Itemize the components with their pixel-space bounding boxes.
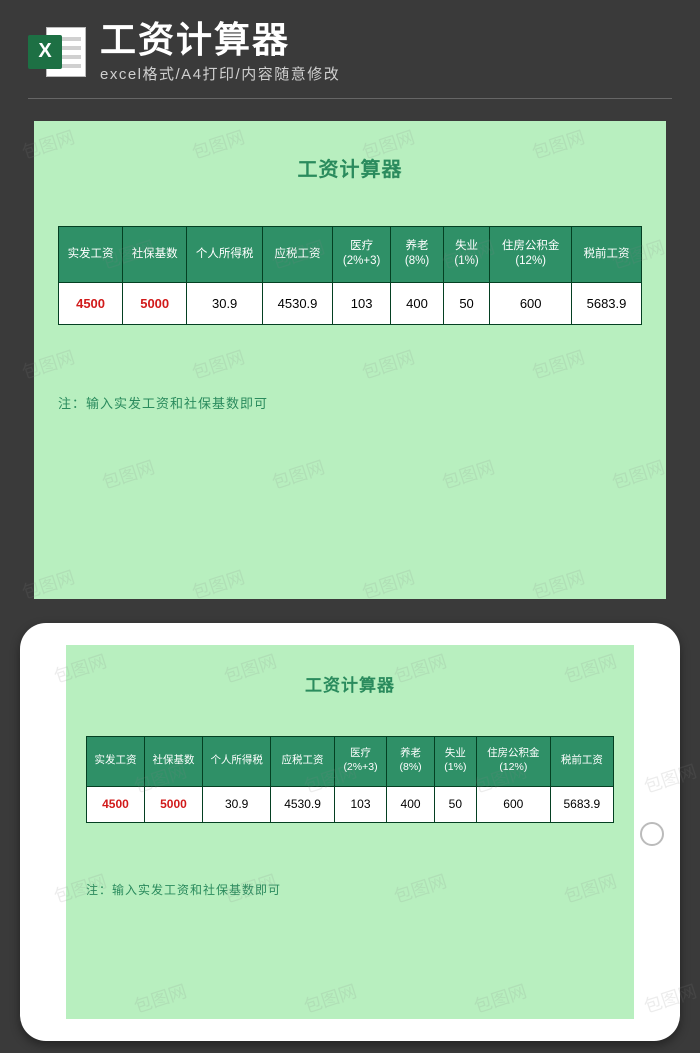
table-header-cell: 失业(1%) <box>434 736 476 786</box>
table-cell: 50 <box>434 786 476 822</box>
preview-card-small: 工资计算器 实发工资社保基数个人所得税应税工资医疗(2%+3)养老(8%)失业(… <box>66 645 634 1019</box>
table-header-cell: 税前工资 <box>571 226 641 282</box>
table-header-cell: 实发工资 <box>59 226 123 282</box>
table-cell: 600 <box>476 786 550 822</box>
table-cell: 4530.9 <box>271 786 334 822</box>
table-header-cell: 养老(8%) <box>387 736 434 786</box>
table-header-cell: 养老(8%) <box>391 226 443 282</box>
table-header-cell: 医疗(2%+3) <box>334 736 387 786</box>
page-header: X 工资计算器 excel格式/A4打印/内容随意修改 <box>0 0 700 98</box>
table-header-cell: 住房公积金(12%) <box>476 736 550 786</box>
tablet-mock: 工资计算器 实发工资社保基数个人所得税应税工资医疗(2%+3)养老(8%)失业(… <box>20 623 680 1041</box>
table-header-cell: 医疗(2%+3) <box>332 226 390 282</box>
excel-icon-letter: X <box>28 35 62 69</box>
table-cell: 5000 <box>144 786 202 822</box>
table-header-cell: 实发工资 <box>87 736 145 786</box>
table-header-cell: 应税工资 <box>263 226 333 282</box>
table-cell: 4530.9 <box>263 282 333 324</box>
table-cell: 30.9 <box>202 786 271 822</box>
table-cell: 30.9 <box>187 282 263 324</box>
table-cell: 600 <box>490 282 572 324</box>
preview-card-large: 工资计算器 实发工资社保基数个人所得税应税工资医疗(2%+3)养老(8%)失业(… <box>34 121 666 599</box>
table-data-row: 4500500030.94530.9103400506005683.9 <box>87 786 614 822</box>
table-cell: 4500 <box>59 282 123 324</box>
table-header-cell: 应税工资 <box>271 736 334 786</box>
page-subtitle: excel格式/A4打印/内容随意修改 <box>100 63 340 84</box>
table-cell: 400 <box>391 282 443 324</box>
watermark: 包图网包图网包图网包图网包图网包图网包图网包图网包图网包图网包图网包图网包图网包… <box>66 645 634 1019</box>
watermark: 包图网包图网包图网包图网包图网包图网包图网包图网包图网包图网包图网包图网包图网包… <box>34 121 666 599</box>
table-header-row: 实发工资社保基数个人所得税应税工资医疗(2%+3)养老(8%)失业(1%)住房公… <box>87 736 614 786</box>
table-header-cell: 个人所得税 <box>202 736 271 786</box>
table-header-cell: 税前工资 <box>550 736 613 786</box>
salary-table: 实发工资社保基数个人所得税应税工资医疗(2%+3)养老(8%)失业(1%)住房公… <box>58 226 642 325</box>
table-header-row: 实发工资社保基数个人所得税应税工资医疗(2%+3)养老(8%)失业(1%)住房公… <box>59 226 642 282</box>
table-cell: 103 <box>334 786 387 822</box>
salary-table: 实发工资社保基数个人所得税应税工资医疗(2%+3)养老(8%)失业(1%)住房公… <box>86 736 614 823</box>
table-header-cell: 社保基数 <box>144 736 202 786</box>
table-data-row: 4500500030.94530.9103400506005683.9 <box>59 282 642 324</box>
table-cell: 5683.9 <box>571 282 641 324</box>
table-cell: 400 <box>387 786 434 822</box>
header-divider <box>28 98 672 99</box>
table-header-cell: 社保基数 <box>123 226 187 282</box>
table-note: 注：输入实发工资和社保基数即可 <box>58 393 642 412</box>
table-header-cell: 失业(1%) <box>443 226 490 282</box>
table-header-cell: 个人所得税 <box>187 226 263 282</box>
table-title: 工资计算器 <box>86 671 614 696</box>
table-cell: 5000 <box>123 282 187 324</box>
excel-icon: X <box>28 23 86 81</box>
table-cell: 50 <box>443 282 490 324</box>
table-note: 注：输入实发工资和社保基数即可 <box>86 881 614 898</box>
table-header-cell: 住房公积金(12%) <box>490 226 572 282</box>
table-title: 工资计算器 <box>58 153 642 182</box>
page-title: 工资计算器 <box>100 20 340 60</box>
table-cell: 103 <box>332 282 390 324</box>
table-cell: 4500 <box>87 786 145 822</box>
table-cell: 5683.9 <box>550 786 613 822</box>
header-text: 工资计算器 excel格式/A4打印/内容随意修改 <box>100 20 340 84</box>
